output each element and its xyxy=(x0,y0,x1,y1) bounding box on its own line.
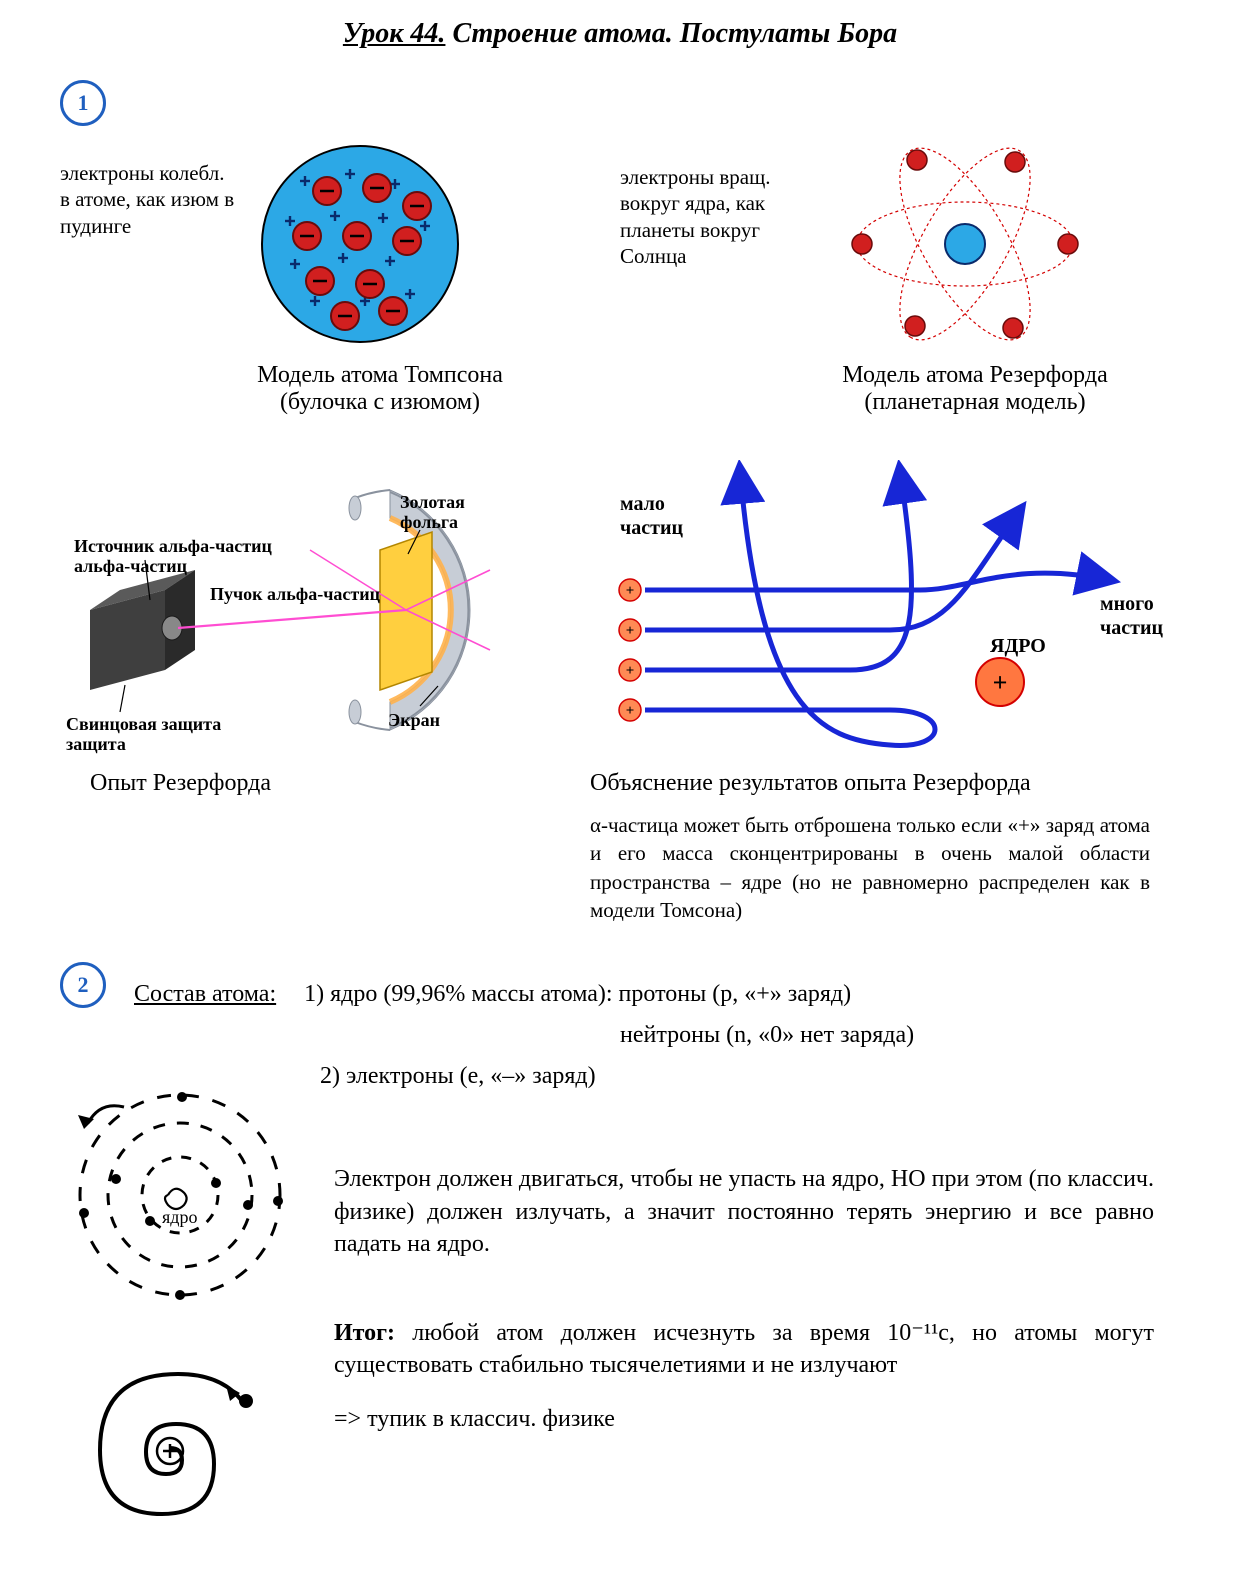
title-topic: Строение атома. Постулаты Бора xyxy=(452,18,897,49)
svg-text:частиц: частиц xyxy=(620,517,684,539)
experiment-figure: Источник альфа-частиц альфа-частиц Свинц… xyxy=(60,460,560,760)
rutherford-desc: электроны вращ. вокруг ядра, как планеты… xyxy=(620,164,820,269)
thomson-caption: Модель атома Томпсона (булочка с изюмом) xyxy=(180,362,580,416)
section2-text-column: Электрон должен двигаться, чтобы не упас… xyxy=(334,1163,1154,1435)
models-row: электроны колебл. в атоме, как изюм в пу… xyxy=(60,136,1180,416)
results-explain: α-частица может быть отброшена только ес… xyxy=(590,811,1150,924)
rutherford-caption-1: Модель атома Резерфорда xyxy=(770,362,1180,389)
thomson-column: электроны колебл. в атоме, как изюм в пу… xyxy=(60,136,580,416)
section2-para2-rest: любой атом должен исчезнуть за время 10⁻… xyxy=(334,1320,1154,1378)
exp-label-foil: Золотая xyxy=(400,492,465,512)
page-title: Урок 44. Строение атома. Постулаты Бора xyxy=(60,18,1180,50)
svg-text:+: + xyxy=(626,663,635,679)
rutherford-caption-2: (планетарная модель) xyxy=(770,389,1180,416)
svg-text:+: + xyxy=(993,668,1008,697)
sketch-orbits: ядро xyxy=(60,1083,300,1303)
rutherford-figure xyxy=(820,136,1110,356)
results-label-few: мало xyxy=(620,493,665,515)
sketch-nucleus-label: ядро xyxy=(162,1207,197,1227)
svg-text:фольга: фольга xyxy=(400,512,458,532)
page: Урок 44. Строение атома. Постулаты Бора … xyxy=(0,0,1240,1594)
results-label-nucleus: ЯДРО xyxy=(990,635,1046,657)
results-label-many: много xyxy=(1100,593,1154,615)
section-badge-2: 2 xyxy=(60,962,106,1008)
exp-label-screen: Экран xyxy=(388,710,440,730)
rutherford-top: электроны вращ. вокруг ядра, как планеты… xyxy=(620,136,1180,356)
section-badge-1: 1 xyxy=(60,80,106,126)
section2-para1: Электрон должен двигаться, чтобы не упас… xyxy=(334,1163,1154,1260)
sketch-spiral xyxy=(60,1343,280,1553)
svg-text:+: + xyxy=(626,703,635,719)
badge-1-text: 1 xyxy=(78,90,89,116)
section2-header: 2 Состав атома: 1) ядро (99,96% массы ат… xyxy=(60,962,1180,1008)
exp-label-beam: Пучок альфа-частиц xyxy=(210,584,381,604)
section2-heading: Состав атома: xyxy=(134,981,276,1008)
sketch-column: 2) электроны (e, «–» заряд) ядро xyxy=(60,1063,310,1553)
experiment-caption: Опыт Резерфорда xyxy=(90,770,560,797)
svg-text:+: + xyxy=(626,623,635,639)
results-figure: + + + + + мало частиц xyxy=(590,460,1180,760)
svg-text:+: + xyxy=(626,583,635,599)
exp-label-source: Источник альфа-частиц xyxy=(74,536,272,556)
section2-line1b: нейтроны (n, «0» нет заряда) xyxy=(620,1022,1180,1049)
svg-text:частиц: частиц xyxy=(1100,617,1164,639)
experiment-row: Источник альфа-частиц альфа-частиц Свинц… xyxy=(60,460,1180,924)
rutherford-caption: Модель атома Резерфорда (планетарная мод… xyxy=(770,362,1180,416)
section2-para2: Итог: любой атом должен исчезнуть за вре… xyxy=(334,1317,1154,1382)
thomson-caption-2: (булочка с изюмом) xyxy=(180,389,580,416)
svg-text:защита: защита xyxy=(66,734,126,754)
rutherford-column: электроны вращ. вокруг ядра, как планеты… xyxy=(620,136,1180,416)
thomson-caption-1: Модель атома Томпсона xyxy=(180,362,580,389)
thomson-figure xyxy=(235,136,485,356)
badge-2-text: 2 xyxy=(78,972,89,998)
section2-line1: 1) ядро (99,96% массы атома): протоны (p… xyxy=(304,981,851,1008)
section2-para3: => тупик в классич. физике xyxy=(334,1403,1154,1435)
svg-text:альфа-частиц: альфа-частиц xyxy=(74,556,188,576)
results-caption: Объяснение результатов опыта Резерфорда xyxy=(590,770,1180,797)
experiment-column: Источник альфа-частиц альфа-частиц Свинц… xyxy=(60,460,560,797)
title-lesson: Урок 44. xyxy=(343,18,446,49)
exp-label-shield: Свинцовая защита xyxy=(66,714,221,734)
thomson-desc: электроны колебл. в атоме, как изюм в пу… xyxy=(60,160,235,239)
section2-para2-lead: Итог: xyxy=(334,1320,395,1346)
results-column: + + + + + мало частиц xyxy=(590,460,1180,924)
section2-body: 2) электроны (e, «–» заряд) ядро xyxy=(60,1063,1180,1553)
thomson-top: электроны колебл. в атоме, как изюм в пу… xyxy=(60,136,580,356)
